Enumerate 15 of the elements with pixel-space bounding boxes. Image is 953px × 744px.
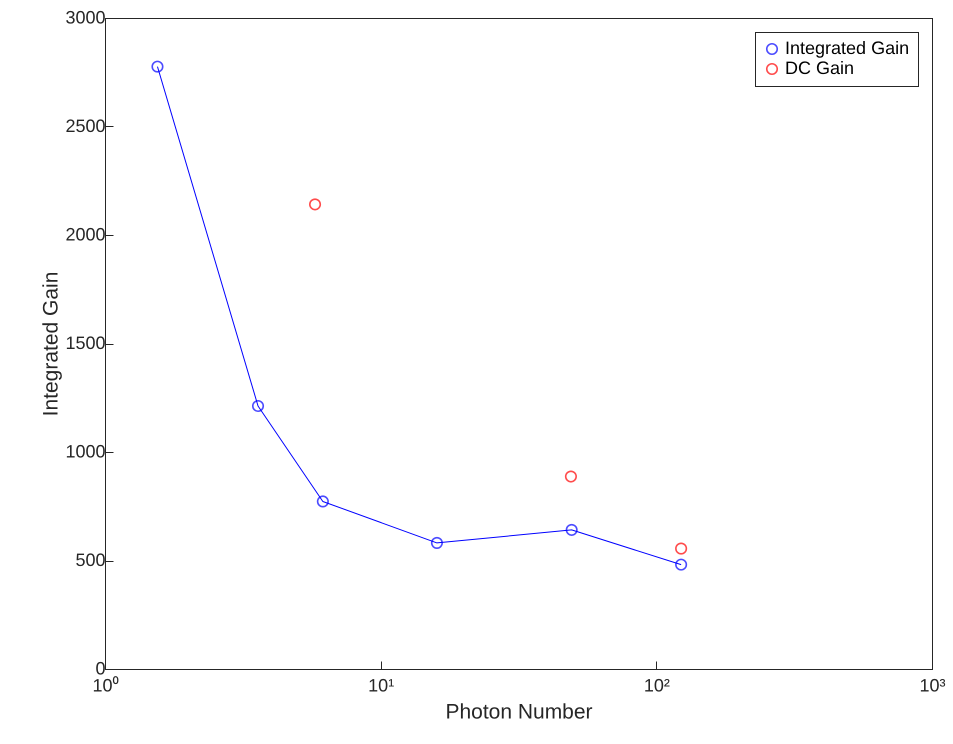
x-tick-label: 10⁰ <box>92 676 119 696</box>
legend-label: DC Gain <box>785 58 854 78</box>
x-tick-label: 10² <box>644 676 670 696</box>
x-tick-label: 10³ <box>919 676 946 696</box>
legend-label: Integrated Gain <box>785 38 910 58</box>
y-tick-label: 3000 <box>65 8 106 28</box>
y-tick-label: 1000 <box>65 442 106 462</box>
x-axis-title: Photon Number <box>445 700 593 724</box>
x-tick-label: 10¹ <box>368 676 394 696</box>
y-axis-title: Integrated Gain <box>39 272 62 416</box>
y-tick-label: 1500 <box>65 333 106 353</box>
y-tick-label: 2500 <box>65 116 106 136</box>
y-tick-label: 2000 <box>65 224 106 244</box>
y-tick-label: 500 <box>75 550 106 570</box>
y-tick-label: 0 <box>95 658 106 678</box>
